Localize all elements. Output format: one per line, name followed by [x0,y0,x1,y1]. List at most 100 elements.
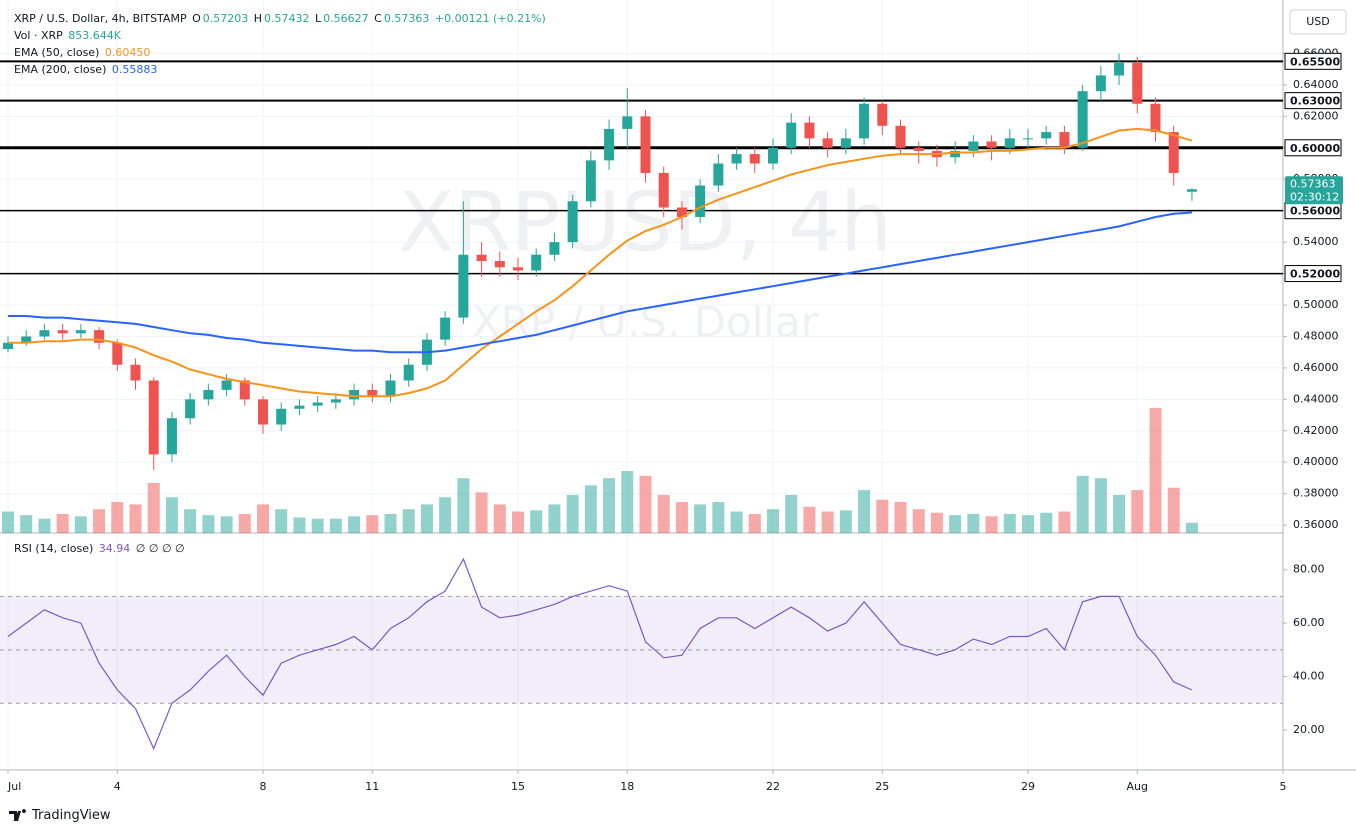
y-tick-label: 0.38000 [1293,487,1339,500]
x-tick-label: 8 [260,780,267,793]
volume-bar [1149,407,1162,533]
y-tick-label: 0.48000 [1293,329,1339,342]
candle-body [1077,91,1088,148]
candle-body [112,342,123,365]
volume-bar [202,515,215,533]
candle-body [458,254,469,318]
candle-body [950,150,961,158]
volume-bar [147,482,160,533]
candle-body [531,254,542,271]
volume-bar [184,509,197,533]
candle-body [440,317,451,340]
legend-row: XRP / U.S. Dollar, 4h, BITSTAMP O 0.57203… [14,10,548,27]
level-label-box [1284,92,1342,110]
volume-bar [530,510,543,533]
y-tick-label: 0.42000 [1293,424,1339,437]
candle-body [713,163,724,186]
volume-bar [457,478,470,533]
rsi-extra: ∅ ∅ ∅ ∅ [135,542,185,555]
background: XRPUSD, 4h XRP / U.S. Dollar [0,0,1284,770]
candle-body [148,380,159,455]
volume-bar [257,504,270,533]
candle-body [695,185,706,217]
brand-name: TradingView [32,808,111,823]
candle-body [622,116,633,129]
legend-row: Vol · XRP 853.644K [14,27,548,44]
x-tick-label: Aug [1127,780,1148,793]
volume-bar [384,513,397,533]
candle-body [367,389,378,397]
currency-label[interactable]: USD [1306,15,1330,28]
x-tick-label: 25 [875,780,889,793]
candle-body [895,125,906,148]
candle-body [385,380,396,397]
candle-body [1150,103,1161,133]
candle-body [1004,138,1015,148]
volume-bar [74,516,87,533]
ema-value: 0.60450 [104,46,151,59]
y-tick-label: 0.64000 [1293,78,1339,91]
volume-bar [566,494,579,533]
volume-bar [748,513,761,533]
volume-bar [348,516,361,533]
ohlc-key: H [253,12,263,25]
level-label-box [1284,52,1342,70]
legend-row: EMA (200, close) 0.55883 [14,61,548,78]
volume-bar [949,515,962,533]
candle-body [1041,132,1052,139]
volume-bar [129,504,142,533]
y-tick-label: 60.00 [1293,616,1325,629]
volume-bar [1076,475,1089,533]
candle-body [94,330,105,343]
y-tick-label: 0.36000 [1293,518,1339,531]
volume-bar [894,502,907,533]
candle-body [258,399,269,425]
volume-bar [675,502,688,533]
candle-body [658,172,669,208]
candle-body [731,154,742,164]
candle-body [57,330,68,334]
rsi-header: RSI (14, close) 34.94 ∅ ∅ ∅ ∅ [14,540,187,557]
volume-bar [1094,478,1107,533]
currency-box[interactable] [1289,9,1347,35]
volume-bar [1022,515,1035,533]
y-tick-label: 0.46000 [1293,361,1339,374]
candle-body [476,254,487,261]
candle-body [1186,189,1197,192]
volume-bar [657,494,670,533]
volume-bar [293,517,306,533]
candle-body [786,122,797,148]
candle-body [185,399,196,419]
rsi-value: 34.94 [98,542,131,555]
volume-bar [803,506,816,533]
volume-bar [93,509,106,533]
x-tick-label: 11 [365,780,379,793]
volume-bar [439,497,452,533]
last-price: 0.57363 [1290,177,1336,190]
candle-body [130,364,141,381]
y-tick-label: 0.44000 [1293,392,1339,405]
ohlc-value: 0.57432 [264,12,310,25]
volume-bar [1167,487,1180,533]
candle-body [294,405,305,409]
x-tick-label: 5 [1280,780,1287,793]
candle-body [39,330,50,337]
candle-body [494,260,505,268]
volume-bar [20,515,33,533]
volume-bar [785,494,798,533]
legend-header: XRP / U.S. Dollar, 4h, BITSTAMP O 0.57203… [14,10,548,78]
volume-bar [858,490,871,533]
volume-bar [420,504,433,533]
candle-body [1132,62,1143,104]
rsi-line [7,557,1193,751]
y-tick-label: 0.40000 [1293,455,1339,468]
volume-bar [329,518,342,533]
candle-body [513,267,524,271]
volume-bar [584,485,597,533]
volume-title: Vol · XRP [14,29,63,42]
watermark: XRPUSD, 4h [398,175,892,270]
candle-body [239,380,250,400]
volume-bar [1113,494,1126,533]
volume-bar [220,516,233,533]
